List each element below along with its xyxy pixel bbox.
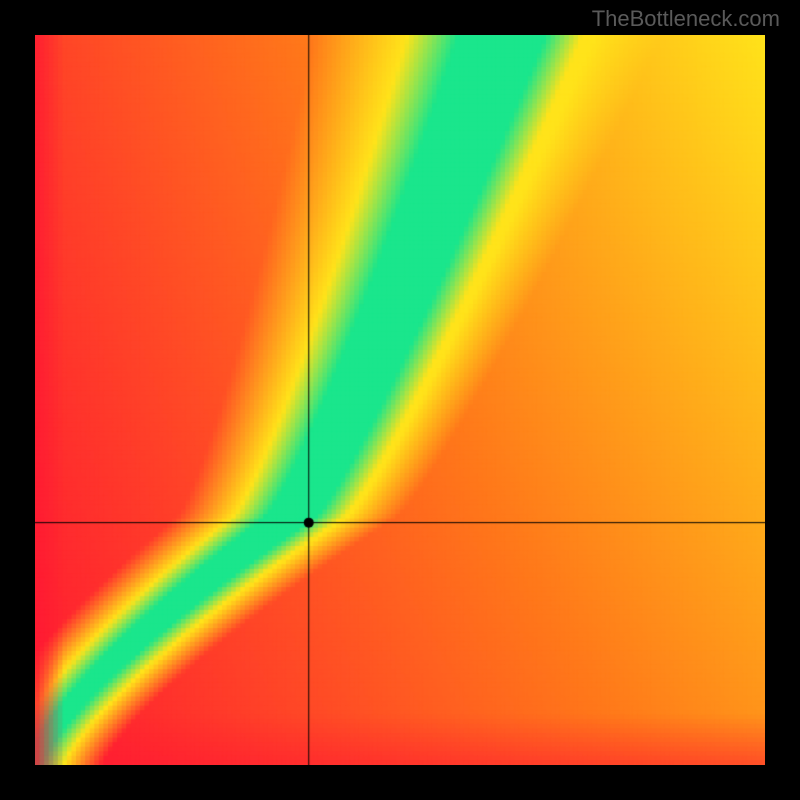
- plot-area: [35, 35, 765, 765]
- watermark-text: TheBottleneck.com: [592, 6, 780, 32]
- chart-container: TheBottleneck.com: [0, 0, 800, 800]
- heatmap-canvas: [35, 35, 765, 765]
